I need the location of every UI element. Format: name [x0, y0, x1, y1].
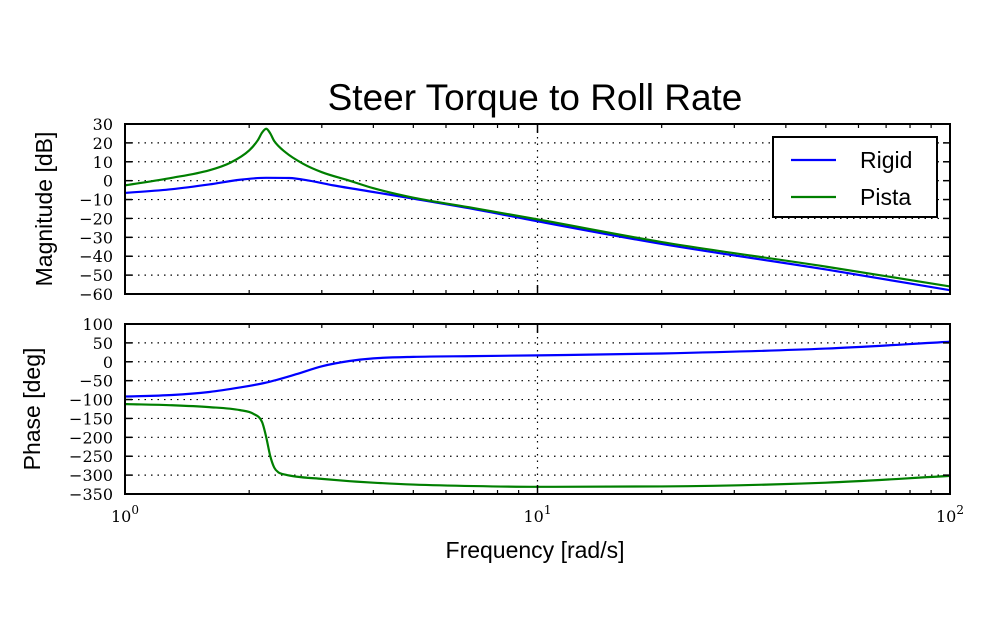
magnitude-ticks	[124, 123, 951, 295]
magnitude-y-tick-label: 30	[93, 115, 113, 134]
phase-y-tick-label: −300	[69, 466, 113, 485]
phase-x-tick-labels: 100 101 102	[111, 503, 964, 526]
phase-y-tick-label: 50	[93, 334, 113, 353]
phase-y-label: Phase [deg]	[19, 348, 45, 471]
phase-y-tick-label: −50	[79, 372, 113, 391]
x-tick-label-exponent: 0	[131, 503, 139, 517]
x-tick-label: 102	[936, 503, 964, 526]
magnitude-y-tick-label: 0	[103, 172, 113, 191]
phase-grid	[125, 324, 950, 494]
x-tick-label-base: 10	[936, 507, 956, 526]
legend-label-pista: Pista	[860, 184, 911, 210]
magnitude-grid	[125, 124, 950, 294]
x-axis-label: Frequency [rad/s]	[446, 537, 625, 563]
x-tick-label: 101	[524, 503, 552, 526]
x-tick-label-exponent: 1	[544, 503, 552, 517]
phase-y-tick-label: −150	[69, 409, 113, 428]
phase-y-tick-label: 100	[82, 315, 113, 334]
phase-y-tick-label: −200	[69, 428, 113, 447]
magnitude-series-pista	[125, 127, 950, 288]
x-tick-label: 100	[111, 503, 139, 526]
magnitude-y-tick-label: −20	[79, 209, 113, 228]
phase-y-tick-label: −350	[69, 485, 113, 504]
phase-series-rigid	[125, 340, 950, 398]
magnitude-series-rigid	[125, 176, 950, 292]
legend-label-rigid: Rigid	[860, 147, 912, 173]
magnitude-y-tick-label: −40	[79, 247, 113, 266]
phase-y-tick-label: −250	[69, 447, 113, 466]
magnitude-y-tick-label: −60	[79, 285, 113, 304]
magnitude-series	[125, 127, 950, 292]
figure-title: Steer Torque to Roll Rate	[328, 77, 743, 118]
magnitude-y-tick-label: 10	[93, 153, 113, 172]
magnitude-y-tick-label: 20	[93, 134, 113, 153]
phase-series-pista	[125, 402, 950, 488]
x-tick-label-base: 10	[111, 507, 131, 526]
magnitude-y-tick-label: −10	[79, 191, 113, 210]
legend: Rigid Pista	[772, 136, 938, 218]
magnitude-y-tick-label: −30	[79, 228, 113, 247]
x-tick-label-exponent: 2	[956, 503, 964, 517]
phase-ticks	[124, 323, 951, 495]
legend-box	[772, 136, 938, 218]
phase-series	[125, 340, 950, 488]
magnitude-y-label: Magnitude [dB]	[31, 132, 57, 287]
magnitude-y-tick-label: −50	[79, 266, 113, 285]
phase-y-tick-label: −100	[69, 391, 113, 410]
phase-y-tick-label: 0	[103, 353, 113, 372]
x-tick-label-base: 10	[524, 507, 544, 526]
